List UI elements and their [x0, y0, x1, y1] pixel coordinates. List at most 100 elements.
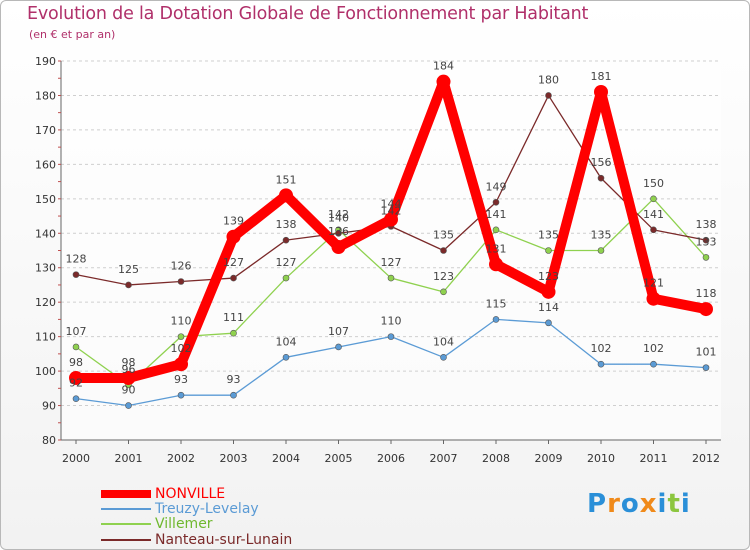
y-tick-label: 170 [35, 124, 56, 137]
data-label: 114 [538, 301, 559, 314]
y-tick-label: 110 [35, 331, 56, 344]
data-point [440, 354, 447, 361]
y-tick-label: 100 [35, 365, 56, 378]
data-point [650, 226, 657, 234]
data-label: 93 [174, 373, 188, 386]
data-point [72, 395, 80, 402]
data-point [489, 257, 503, 272]
data-point [72, 343, 80, 351]
data-label: 181 [591, 70, 612, 83]
data-point [702, 364, 710, 371]
x-tick-label: 2004 [272, 452, 300, 465]
data-point [230, 274, 237, 282]
data-point [384, 212, 398, 227]
y-tick-label: 150 [35, 193, 56, 206]
logo-letter: t [667, 489, 681, 519]
data-point [646, 291, 661, 306]
data-label: 141 [643, 208, 664, 221]
proxiti-logo: Proxiti [587, 489, 691, 519]
data-point [174, 357, 188, 372]
x-tick-label: 2010 [587, 452, 615, 465]
data-point [440, 288, 447, 296]
data-point [492, 226, 500, 234]
legend-label: Treuzy-Levelay [155, 501, 259, 517]
data-label: 156 [591, 156, 612, 169]
data-label: 98 [122, 356, 136, 369]
data-label: 102 [171, 342, 192, 355]
data-label: 98 [69, 356, 83, 369]
data-point [177, 333, 185, 340]
data-label: 133 [696, 235, 717, 248]
x-tick-label: 2006 [377, 452, 405, 465]
x-tick-label: 2005 [325, 452, 353, 465]
data-point [387, 333, 395, 340]
data-label: 110 [171, 315, 192, 328]
data-point [72, 271, 80, 278]
data-label: 135 [591, 229, 612, 242]
data-label: 93 [227, 373, 241, 386]
data-label: 126 [171, 260, 192, 273]
y-tick-label: 160 [35, 158, 56, 171]
legend-item: NONVILLE [101, 486, 225, 502]
y-tick-label: 130 [35, 262, 56, 275]
logo-letter: x [639, 489, 658, 519]
data-point [541, 284, 556, 299]
y-tick-label: 190 [35, 55, 56, 68]
data-point [440, 247, 447, 254]
data-point [331, 240, 346, 255]
chart-subtitle: (en € et par an) [29, 28, 116, 41]
data-label: 102 [643, 342, 664, 355]
x-tick-label: 2009 [535, 452, 563, 465]
data-label: 180 [538, 73, 559, 86]
legend-item: Treuzy-Levelay [101, 501, 259, 517]
data-point [177, 278, 185, 285]
legend-item: Villemer [101, 516, 213, 532]
legend-swatch [101, 508, 151, 510]
data-label: 151 [276, 173, 297, 186]
data-point [279, 188, 293, 203]
data-label: 107 [66, 325, 87, 338]
data-label: 149 [486, 180, 507, 193]
data-point [597, 174, 605, 182]
data-point [335, 229, 342, 237]
y-tick-label: 140 [35, 227, 56, 240]
data-point [594, 85, 608, 100]
data-point [436, 74, 451, 89]
data-point [650, 195, 657, 203]
data-point [125, 281, 132, 289]
data-label: 110 [381, 315, 402, 328]
data-point [597, 247, 605, 254]
data-label: 142 [381, 204, 402, 217]
data-point [699, 302, 713, 317]
data-label: 101 [696, 346, 717, 359]
data-point [597, 360, 605, 368]
data-label: 123 [433, 270, 454, 283]
data-label: 138 [276, 218, 297, 231]
data-point [335, 343, 342, 351]
plot-area [61, 61, 721, 440]
legend-label: Nanteau-sur-Lunain [155, 532, 293, 548]
data-label: 104 [276, 335, 297, 348]
data-point [230, 391, 237, 399]
data-label: 144 [381, 197, 402, 210]
data-label: 118 [696, 287, 717, 300]
data-label: 141 [486, 208, 507, 221]
data-label: 131 [486, 242, 507, 255]
data-label: 104 [433, 335, 454, 348]
data-label: 184 [433, 60, 454, 73]
data-label: 115 [486, 297, 507, 310]
x-tick-label: 2003 [220, 452, 248, 465]
logo-letter: o [620, 489, 640, 519]
data-point [282, 236, 290, 244]
x-tick-label: 2012 [692, 452, 720, 465]
x-tick-label: 2011 [640, 452, 668, 465]
data-label: 92 [69, 377, 83, 390]
x-tick-label: 2002 [167, 452, 195, 465]
data-label: 135 [433, 229, 454, 242]
legend-swatch [101, 490, 151, 498]
data-label: 138 [696, 218, 717, 231]
data-label: 123 [538, 270, 559, 283]
data-point [282, 274, 290, 282]
data-point [545, 319, 552, 327]
